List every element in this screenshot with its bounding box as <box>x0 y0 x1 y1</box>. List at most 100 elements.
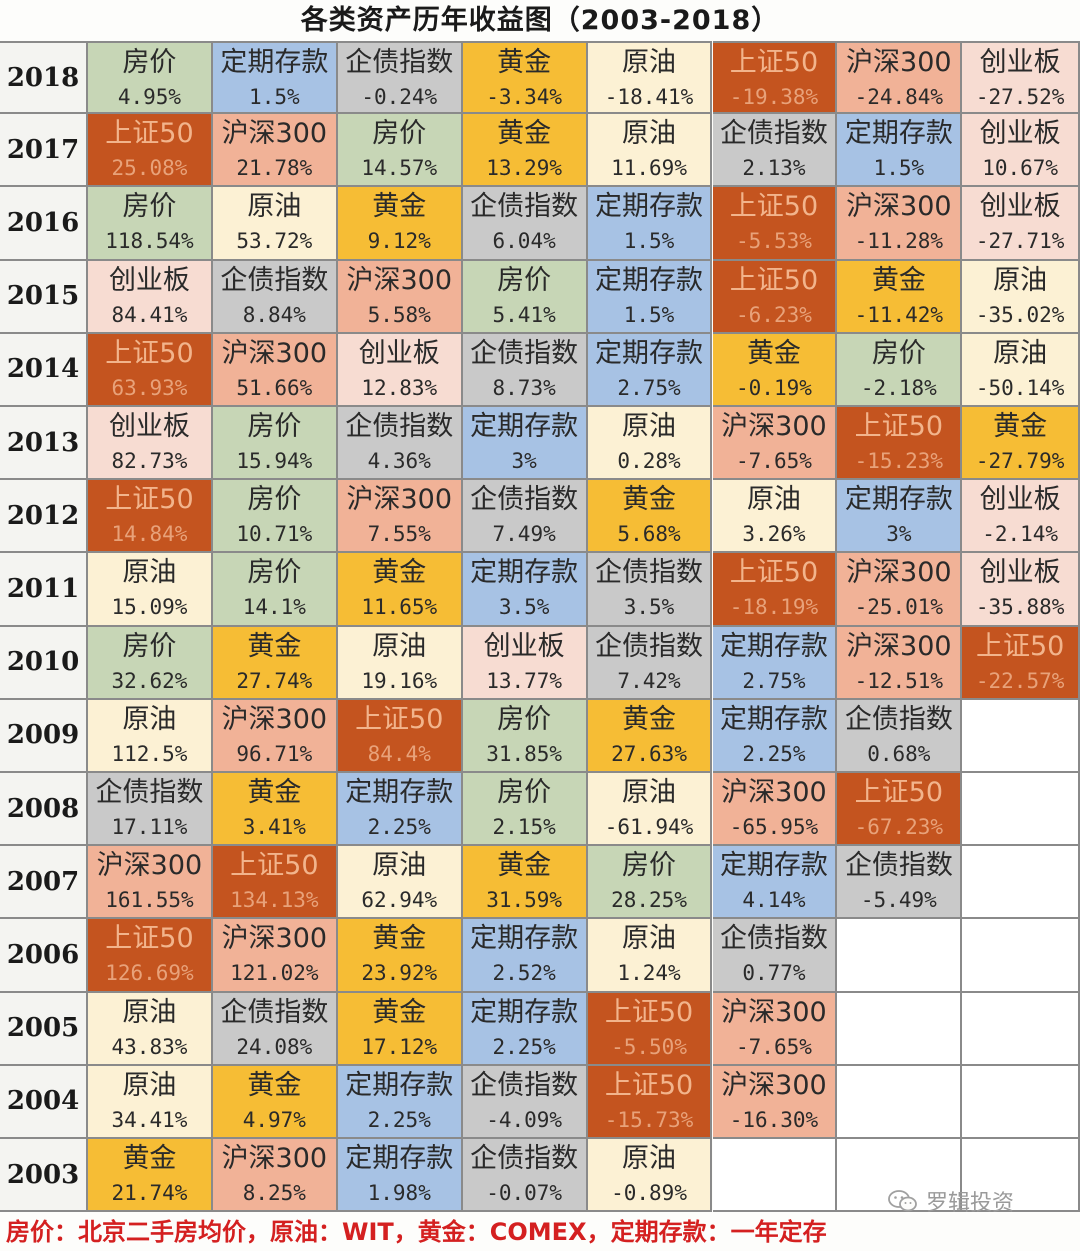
footer-note: 房价：北京二手房均价，原油：WIT，黄金：COMEX，定期存款：一年定存 <box>0 1213 1080 1251</box>
return-value: -11.42% <box>854 302 944 327</box>
return-cell: 创业板 13.77% <box>462 626 588 700</box>
return-value: 8.25% <box>242 1181 306 1205</box>
return-value: 43.83% <box>111 1034 188 1059</box>
asset-name: 房价 <box>372 118 427 150</box>
return-value: 11.65% <box>361 595 438 620</box>
return-value: 32.62% <box>111 668 188 693</box>
asset-name: 定期存款 <box>470 557 579 589</box>
asset-name: 企债指数 <box>595 557 704 589</box>
empty-cell <box>962 992 1080 1066</box>
return-value: 27.63% <box>611 741 687 766</box>
return-cell: 黄金 27.63% <box>587 699 713 773</box>
return-cell: 沪深300 -65.95% <box>712 773 838 847</box>
return-value: -4.09% <box>486 1107 563 1132</box>
asset-name: 沪深300 <box>221 118 328 150</box>
asset-name: 原油 <box>122 996 177 1028</box>
return-value: 2.25% <box>367 1107 431 1132</box>
return-cell: 沪深300 -7.65% <box>712 407 838 481</box>
return-cell: 原油 3.26% <box>712 480 838 554</box>
return-cell: 原油 112.5% <box>88 699 213 773</box>
return-value: -15.73% <box>604 1107 694 1132</box>
return-value: 3.5% <box>498 595 550 620</box>
return-cell: 房价 14.57% <box>337 114 463 188</box>
year-label-2009: 2009 <box>0 699 88 773</box>
return-value: 0.68% <box>867 741 931 766</box>
asset-name: 创业板 <box>108 264 190 296</box>
watermark-text: 罗辑投资 <box>926 1191 1015 1216</box>
return-cell: 创业板 -27.71% <box>962 187 1080 261</box>
return-value: 14.57% <box>361 156 438 181</box>
return-value: 4.95% <box>117 85 182 109</box>
asset-name: 原油 <box>622 411 677 442</box>
year-label-2014: 2014 <box>0 333 88 407</box>
year-label-2010: 2010 <box>0 626 88 700</box>
return-cell: 房价 32.62% <box>88 626 213 700</box>
return-value: 112.5% <box>111 741 188 766</box>
asset-name: 沪深300 <box>221 1143 328 1174</box>
return-cell: 企债指数 24.08% <box>212 992 338 1066</box>
return-value: 10.71% <box>236 522 313 547</box>
return-cell: 定期存款 2.25% <box>337 1065 463 1139</box>
asset-name: 房价 <box>497 777 552 808</box>
asset-name: 定期存款 <box>719 703 828 735</box>
return-cell: 创业板 -35.88% <box>962 553 1080 627</box>
return-cell: 黄金 -11.42% <box>837 260 963 334</box>
return-value: -35.02% <box>975 302 1065 327</box>
return-cell: 定期存款 2.25% <box>462 992 588 1066</box>
asset-name: 房价 <box>247 411 302 442</box>
return-value: 19.16% <box>361 668 438 693</box>
return-value: 134.13% <box>230 888 319 913</box>
return-value: -2.18% <box>860 375 937 400</box>
return-value: 1.24% <box>617 961 681 986</box>
return-cell: 企债指数 7.49% <box>462 480 588 554</box>
year-label-2003: 2003 <box>0 1139 88 1213</box>
return-value: 3% <box>511 449 537 473</box>
return-cell: 黄金 4.97% <box>212 1065 338 1139</box>
return-value: 27.74% <box>236 668 313 693</box>
return-value: 6.04% <box>492 229 556 254</box>
return-cell: 企债指数 7.42% <box>587 626 713 700</box>
asset-name: 黄金 <box>247 1069 302 1101</box>
return-cell: 上证50 -67.23% <box>837 773 963 847</box>
empty-cell <box>837 1139 963 1213</box>
asset-name: 房价 <box>871 337 926 369</box>
asset-name: 原油 <box>622 777 677 808</box>
return-value: 13.77% <box>486 668 563 693</box>
asset-name: 定期存款 <box>470 996 579 1028</box>
asset-name: 定期存款 <box>719 630 828 662</box>
return-value: -65.95% <box>729 815 819 839</box>
return-cell: 沪深300 -7.65% <box>712 992 838 1066</box>
return-value: -7.65% <box>736 449 812 473</box>
return-value: -0.24% <box>361 85 438 109</box>
return-cell: 上证50 84.4% <box>337 699 463 773</box>
asset-name: 上证50 <box>729 47 819 78</box>
return-value: 0.28% <box>617 449 681 473</box>
return-cell: 沪深300 5.58% <box>337 260 463 334</box>
return-value: 13.29% <box>486 156 563 181</box>
return-value: -0.19% <box>736 375 812 400</box>
return-cell: 原油 62.94% <box>337 846 463 920</box>
asset-name: 沪深300 <box>721 1069 827 1101</box>
asset-name: 定期存款 <box>220 47 329 78</box>
return-value: 84.41% <box>111 302 188 327</box>
asset-name: 企债指数 <box>595 630 704 662</box>
return-value: 3.41% <box>242 815 306 839</box>
return-value: 25.08% <box>111 156 188 181</box>
asset-name: 定期存款 <box>719 850 828 882</box>
return-cell: 沪深300 161.55% <box>88 846 213 920</box>
return-value: -61.94% <box>604 815 694 839</box>
return-cell: 房价 4.95% <box>88 41 213 115</box>
return-cell: 原油 43.83% <box>88 992 213 1066</box>
return-value: -50.14% <box>975 375 1065 400</box>
return-value: 21.74% <box>111 1181 188 1205</box>
return-value: 14.1% <box>242 595 306 620</box>
return-cell: 黄金 -27.79% <box>962 407 1080 481</box>
asset-name: 企债指数 <box>220 996 329 1028</box>
asset-name: 沪深300 <box>221 923 328 955</box>
return-value: 2.52% <box>492 961 556 986</box>
return-cell: 原油 -18.41% <box>587 41 713 115</box>
empty-cell <box>837 919 963 993</box>
asset-name: 上证50 <box>105 118 194 150</box>
return-cell: 黄金 23.92% <box>337 919 463 993</box>
